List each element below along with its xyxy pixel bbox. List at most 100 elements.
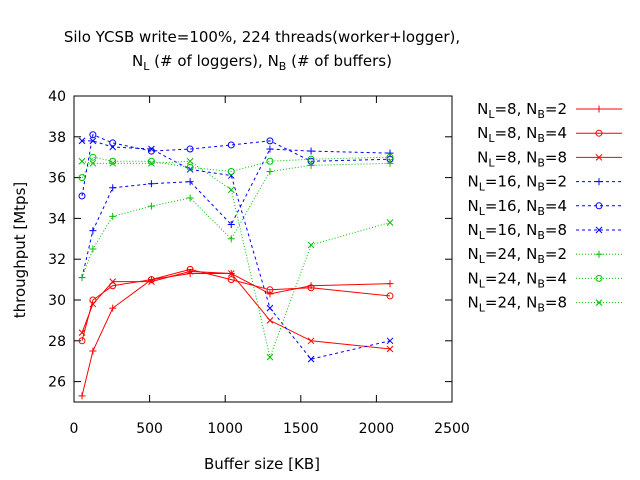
data-point	[109, 184, 117, 192]
data-point	[266, 157, 274, 165]
data-point	[227, 235, 235, 243]
series-line	[81, 160, 391, 359]
x-tick-label: 1000	[207, 421, 243, 437]
data-point	[89, 227, 97, 235]
data-point	[307, 155, 315, 163]
data-point	[266, 290, 274, 298]
legend-entry: NL=16, NB=2	[468, 173, 622, 194]
y-tick-label: 36	[48, 171, 66, 187]
legend-label: NL=16, NB=2	[468, 173, 567, 194]
legend-marker	[595, 105, 603, 113]
data-point	[78, 329, 86, 336]
data-point	[386, 149, 394, 157]
data-point	[266, 145, 274, 153]
data-point	[386, 159, 394, 167]
data-point	[227, 270, 235, 277]
data-point	[148, 159, 155, 167]
data-point	[307, 355, 315, 363]
y-tick-label: 26	[48, 375, 66, 391]
data-point	[227, 167, 235, 175]
legend-marker	[595, 202, 603, 210]
series-nl8-nb8	[78, 268, 394, 353]
series-line	[82, 140, 391, 360]
data-point	[186, 145, 194, 153]
plot-frame	[73, 95, 453, 403]
data-point	[109, 157, 117, 165]
data-point	[89, 137, 97, 145]
series-nl24-nb8	[78, 157, 394, 361]
data-point	[109, 304, 117, 312]
x-tick-label: 1500	[283, 421, 319, 437]
data-point	[147, 202, 155, 210]
legend-entry: NL=8, NB=2	[477, 100, 622, 121]
data-point	[266, 304, 274, 312]
data-point	[109, 143, 117, 151]
data-point	[78, 274, 86, 282]
legend-label: NL=24, NB=8	[468, 294, 567, 315]
data-point	[266, 353, 274, 361]
series-line	[81, 162, 391, 278]
data-point	[186, 265, 194, 273]
data-point	[266, 286, 274, 294]
legend-entry: NL=8, NB=8	[477, 148, 622, 169]
x-tick-label: 0	[70, 421, 79, 437]
data-point	[386, 345, 394, 353]
data-point	[386, 337, 394, 345]
data-point	[307, 241, 315, 249]
data-point	[227, 221, 235, 229]
data-point	[386, 153, 394, 161]
data-point	[147, 180, 155, 188]
data-point	[386, 280, 394, 288]
legend-entry: NL=24, NB=4	[468, 269, 622, 290]
x-tick-label: 500	[136, 421, 163, 437]
series-nl8-nb2	[78, 269, 394, 400]
data-point	[89, 159, 97, 167]
data-point	[307, 337, 315, 345]
data-point	[109, 159, 117, 167]
data-point	[186, 178, 194, 186]
legend-marker	[595, 299, 603, 306]
data-point	[109, 278, 117, 285]
series-nl16-nb4	[78, 131, 394, 200]
data-point	[148, 145, 155, 153]
legend-label: NL=8, NB=8	[477, 148, 567, 169]
x-tick-label: 2500	[434, 421, 470, 437]
x-axis-label: Buffer size [KB]	[204, 455, 320, 473]
series-nl24-nb4	[78, 153, 394, 182]
legend-label: NL=8, NB=4	[477, 124, 567, 145]
y-tick-label: 40	[48, 89, 66, 105]
data-point	[227, 141, 235, 149]
legend-entry: NL=8, NB=4	[477, 124, 622, 145]
data-point	[307, 161, 315, 169]
series-line	[81, 148, 391, 278]
data-point	[186, 157, 194, 165]
y-tick-label: 32	[48, 252, 66, 268]
series-nl16-nb8	[78, 137, 394, 363]
data-point	[147, 157, 155, 165]
data-point	[89, 347, 97, 355]
series-line	[81, 268, 391, 341]
data-point	[89, 245, 97, 253]
legend-entry: NL=24, NB=8	[468, 294, 622, 315]
chart-title-line2: NL (# of loggers), NB (# of buffers)	[132, 52, 392, 73]
legend-marker	[595, 274, 603, 282]
legend-marker	[595, 250, 603, 258]
legend-marker	[595, 129, 603, 137]
data-point	[386, 292, 394, 300]
data-point	[186, 194, 194, 202]
data-point	[89, 131, 97, 139]
data-point	[148, 278, 155, 285]
data-point	[78, 392, 86, 400]
series-nl8-nb4	[78, 265, 394, 345]
data-point	[186, 163, 194, 171]
data-point	[386, 219, 394, 226]
legend-marker	[595, 178, 603, 186]
data-point	[307, 284, 315, 292]
series-line	[81, 134, 391, 197]
y-axis-label: throughput [Mtps]	[11, 182, 29, 318]
legend-label: NL=16, NB=4	[468, 197, 567, 218]
data-point	[78, 337, 86, 345]
data-point	[89, 300, 97, 308]
chart-title-line1: Silo YCSB write=100%, 224 threads(worker…	[64, 28, 460, 46]
